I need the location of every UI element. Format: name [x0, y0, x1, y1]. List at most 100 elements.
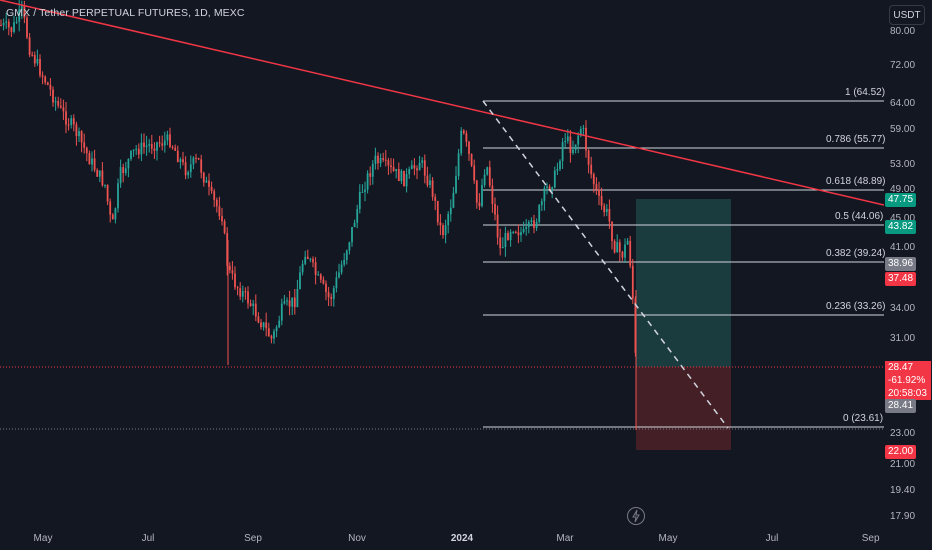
candle-body	[572, 149, 574, 154]
price-level-tag: 37.48	[885, 272, 917, 286]
candle-body	[119, 167, 122, 184]
candle-body	[634, 298, 637, 353]
candle-body	[429, 180, 431, 186]
candle-body	[215, 199, 218, 207]
candle-body	[192, 157, 195, 165]
candle-body	[483, 174, 486, 186]
candle-body	[504, 233, 507, 248]
candle-body	[260, 322, 262, 328]
price-tick-label: 17.90	[890, 511, 916, 522]
candle-body	[197, 158, 200, 160]
price-level-tag: 47.75	[885, 193, 917, 207]
candle-body	[530, 220, 533, 223]
price-tick-label: 34.00	[890, 303, 916, 314]
candle-body	[387, 160, 390, 166]
profit-zone	[636, 199, 731, 367]
candle-body	[223, 221, 226, 234]
candle-body	[304, 256, 307, 264]
candle-body	[283, 301, 286, 304]
candle-body	[28, 37, 31, 55]
candle-body	[364, 189, 366, 192]
candle-body	[148, 144, 151, 146]
candle-body	[174, 147, 177, 151]
candle-body	[348, 242, 351, 251]
candle-body	[132, 149, 135, 151]
candle-body	[488, 167, 491, 186]
candle-body	[127, 159, 130, 169]
candle-body	[241, 291, 244, 297]
fib-level-label: 0.236 (33.26)	[826, 301, 886, 312]
candle-body	[195, 157, 197, 159]
candle-body	[23, 5, 26, 18]
candle-body	[621, 251, 624, 258]
candle-body	[369, 173, 372, 177]
candle-body	[574, 144, 577, 150]
candle-body	[585, 127, 587, 151]
candle-body	[465, 133, 468, 142]
candle-body	[618, 242, 621, 252]
candle-body	[166, 134, 169, 141]
candle-body	[83, 142, 86, 148]
candle-body	[75, 124, 78, 137]
candle-body	[46, 82, 49, 85]
candle-body	[153, 148, 156, 151]
candle-body	[210, 186, 213, 192]
candle-body	[309, 258, 312, 260]
price-chart[interactable]	[0, 0, 884, 524]
candle-body	[314, 262, 317, 275]
fib-level-label: 0.618 (48.89)	[826, 176, 886, 187]
candle-body	[254, 303, 257, 317]
candle-body	[444, 225, 447, 236]
candle-body	[163, 140, 166, 146]
candle-body	[592, 174, 595, 185]
candle-body	[457, 153, 460, 177]
candle-body	[496, 214, 499, 238]
candle-body	[80, 131, 83, 143]
candle-body	[330, 297, 333, 299]
candle-body	[356, 209, 359, 223]
chart-area[interactable]	[0, 0, 884, 524]
price-tick-label: 59.00	[890, 124, 916, 135]
candle-body	[2, 22, 5, 26]
last-price-tag: 28.41	[885, 399, 917, 413]
candle-body	[205, 180, 208, 183]
time-tick-label: Nov	[348, 533, 366, 544]
time-tick-label: May	[33, 533, 53, 544]
fib-level-label: 0 (23.61)	[843, 413, 884, 424]
fib-level-label: 1 (64.52)	[845, 87, 886, 98]
candle-body	[44, 76, 47, 83]
chart-title: GMX / Tether PERPETUAL FUTURES, 1D, MEXC	[6, 7, 245, 19]
candle-body	[486, 167, 489, 175]
candle-body	[410, 165, 413, 170]
candle-body	[535, 221, 538, 229]
candle-body	[65, 111, 67, 125]
candle-body	[5, 21, 8, 23]
candle-body	[358, 192, 361, 210]
candle-body	[408, 169, 411, 175]
candle-body	[13, 22, 15, 32]
price-change: -61.92%	[885, 374, 931, 387]
candle-body	[62, 107, 65, 112]
candle-body	[39, 58, 41, 76]
candle-body	[145, 145, 148, 147]
candle-body	[117, 183, 119, 209]
candle-body	[421, 160, 424, 163]
candle-body	[319, 274, 322, 280]
time-tick-label: Mar	[556, 533, 574, 544]
candle-body	[137, 148, 140, 155]
lightning-icon[interactable]	[627, 507, 645, 525]
candle-body	[546, 186, 548, 188]
candle-body	[59, 105, 62, 108]
candle-body	[293, 297, 296, 308]
candle-body	[33, 55, 36, 64]
candle-body	[85, 147, 88, 154]
candle-body	[413, 165, 416, 169]
candle-body	[379, 158, 382, 164]
price-tick-label: 64.00	[890, 98, 916, 109]
candle-body	[10, 27, 13, 32]
candle-body	[101, 170, 104, 186]
currency-unit-button[interactable]: USDT	[889, 5, 925, 25]
price-tick-label: 72.00	[890, 60, 916, 71]
candle-body	[275, 327, 278, 332]
candle-body	[470, 154, 473, 166]
